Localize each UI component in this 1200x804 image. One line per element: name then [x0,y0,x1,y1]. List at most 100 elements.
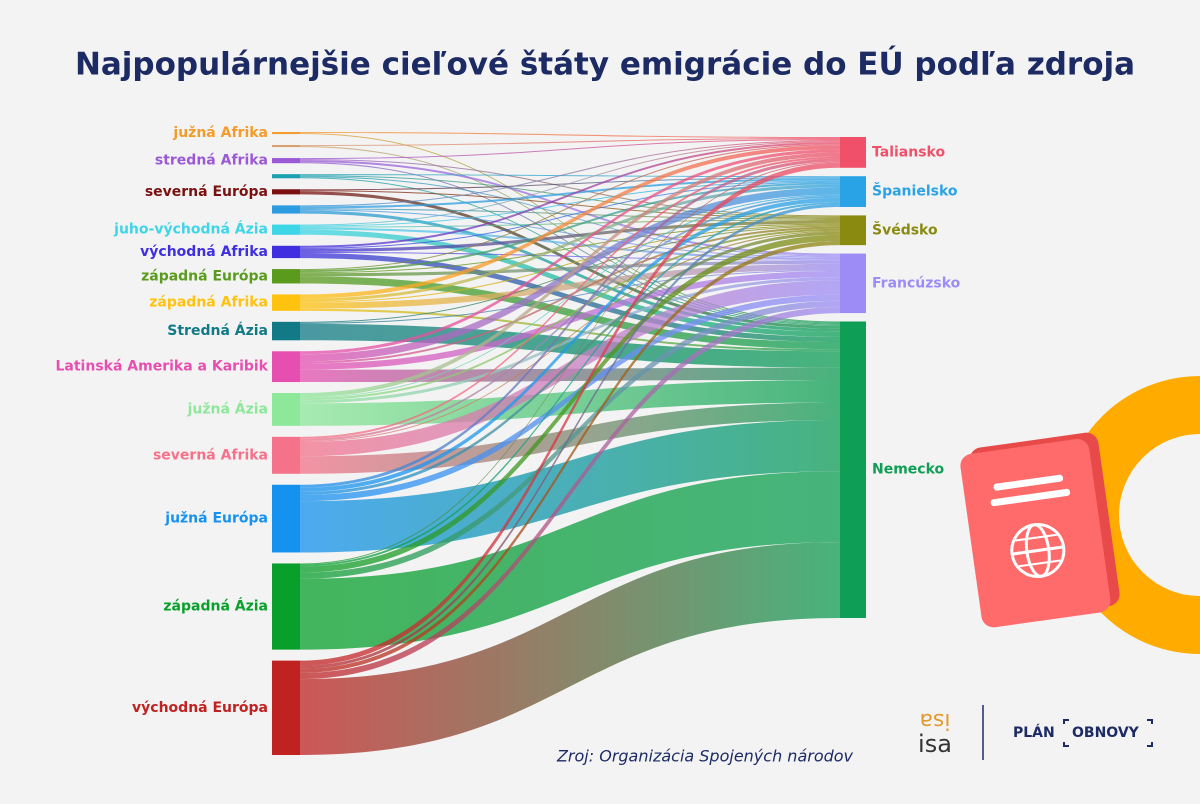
chart-title: Najpopulárnejšie cieľové štáty emigrácie… [75,46,1135,83]
source-node [272,174,300,179]
link [300,142,840,248]
link [300,471,840,650]
link [300,194,840,399]
link [300,145,840,299]
target-node [840,215,866,246]
link [300,144,840,271]
target-label: Nemecko [872,462,945,478]
link [300,181,840,249]
source-node [272,132,300,135]
target-label: Francúzsko [872,275,961,291]
link [300,276,840,350]
link [300,203,840,669]
source-label: Latinská Amerika a Karibik [56,359,269,375]
link [300,191,840,329]
link [300,141,840,226]
source-label: východná Európa [132,700,268,716]
source-label: severná Afrika [153,447,268,463]
source-node [272,351,300,383]
link [300,280,840,457]
target-label: Španielsko [872,182,958,200]
link [300,152,840,398]
link [300,263,840,309]
link [300,209,840,258]
link [300,197,840,492]
source-node [272,294,300,311]
source-label: južná Európa [164,511,268,527]
link [300,230,840,442]
link [300,277,840,404]
link [300,149,840,355]
source-node [272,189,300,195]
target-label: Švédsko [872,220,938,238]
source-node [272,205,300,214]
target-node [840,321,866,618]
link [300,308,840,352]
link [300,260,840,277]
link [300,160,840,256]
source-node [272,563,300,650]
link [300,241,840,673]
link [300,162,840,666]
source-node [272,436,300,474]
source-node [272,245,300,259]
link [300,195,840,441]
link [300,228,840,401]
target-node [840,137,866,168]
link [300,294,840,502]
target-node [840,253,866,314]
link [300,161,840,565]
link [300,223,840,274]
logo-plan: PLÁN [1013,724,1055,741]
link [300,180,840,227]
source-node [272,269,300,284]
link [300,156,840,439]
logo-isa: isa [918,730,952,758]
logo-isa-flipped: isa [919,708,950,733]
link [300,178,840,209]
source-label: južná Afrika [172,125,268,141]
link [300,224,840,303]
logo-brackets [1063,719,1153,747]
link [300,190,840,219]
link [300,140,840,207]
passport [960,432,1120,628]
logo-obnovy: OBNOVY [1072,725,1140,741]
decoration [960,376,1200,654]
source-label: východná Afrika [140,244,268,260]
source-note: Zroj: Organizácia Spojených národov [556,747,854,766]
source-label: juho-východná Ázia [113,221,268,238]
link [300,271,840,370]
link [300,138,840,147]
source-label: severná Európa [145,184,268,200]
target-label: Taliansko [872,144,945,160]
link [300,174,840,178]
link [300,419,840,553]
link [300,306,840,680]
source-node [272,660,300,755]
link [300,220,840,252]
link [300,184,840,302]
source-label: Stredná Ázia [167,322,268,339]
source-label: západná Afrika [149,295,268,311]
link [300,159,840,217]
source-node [272,484,300,553]
link [300,139,840,160]
source-node [272,321,300,341]
link [300,182,840,273]
link [300,201,840,567]
link [300,226,840,364]
source-node [272,158,300,164]
source-node [272,224,300,235]
link [300,176,840,257]
link [300,234,840,573]
source-node [272,393,300,426]
nodes: južná Afrika stredná Afrika severná Európa… [56,125,961,755]
source-node [272,145,300,148]
link [300,300,840,579]
target-node [840,176,866,207]
links [300,132,840,755]
link [300,251,840,261]
link [300,132,840,139]
source-label: stredná Afrika [155,153,268,169]
